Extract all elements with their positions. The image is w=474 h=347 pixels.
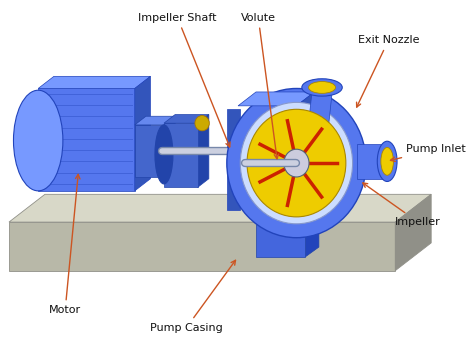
- Polygon shape: [238, 92, 314, 106]
- Text: Impeller Shaft: Impeller Shaft: [138, 12, 230, 147]
- Ellipse shape: [13, 90, 63, 191]
- Polygon shape: [9, 194, 431, 222]
- Polygon shape: [256, 208, 305, 257]
- Polygon shape: [135, 76, 150, 191]
- Polygon shape: [256, 198, 319, 208]
- Polygon shape: [164, 123, 198, 187]
- Ellipse shape: [381, 147, 393, 175]
- Ellipse shape: [240, 102, 353, 224]
- Text: Motor: Motor: [49, 174, 81, 315]
- Ellipse shape: [155, 125, 173, 184]
- Polygon shape: [296, 92, 314, 215]
- Polygon shape: [395, 194, 431, 271]
- Ellipse shape: [227, 88, 366, 238]
- Ellipse shape: [377, 141, 397, 181]
- Polygon shape: [38, 76, 150, 88]
- Polygon shape: [135, 116, 175, 125]
- Text: Exit Nozzle: Exit Nozzle: [356, 35, 419, 107]
- Polygon shape: [38, 88, 135, 191]
- Ellipse shape: [247, 109, 346, 217]
- Ellipse shape: [302, 79, 342, 96]
- Polygon shape: [227, 109, 240, 210]
- Ellipse shape: [195, 116, 210, 131]
- Text: Impeller: Impeller: [363, 183, 441, 227]
- Ellipse shape: [284, 149, 309, 177]
- Polygon shape: [198, 115, 209, 187]
- Polygon shape: [308, 90, 332, 132]
- Text: Pump Inlet: Pump Inlet: [391, 144, 466, 161]
- Ellipse shape: [309, 82, 336, 93]
- Polygon shape: [357, 144, 386, 179]
- Text: Pump Casing: Pump Casing: [150, 260, 236, 333]
- Text: Volute: Volute: [241, 12, 279, 159]
- Polygon shape: [164, 115, 209, 123]
- Polygon shape: [135, 125, 164, 177]
- Polygon shape: [9, 222, 395, 271]
- Polygon shape: [164, 116, 175, 177]
- Polygon shape: [305, 198, 319, 257]
